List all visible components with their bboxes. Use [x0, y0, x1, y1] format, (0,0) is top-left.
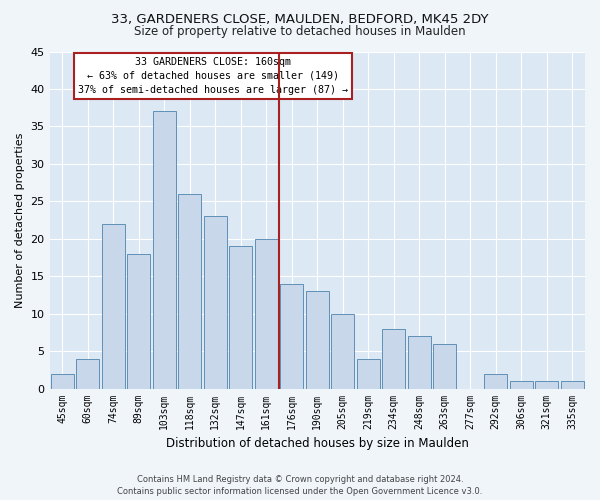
Bar	[204, 216, 227, 388]
Bar	[178, 194, 201, 388]
Bar	[561, 381, 584, 388]
Bar	[357, 358, 380, 388]
Y-axis label: Number of detached properties: Number of detached properties	[15, 132, 25, 308]
Bar	[433, 344, 456, 388]
Bar	[127, 254, 150, 388]
Text: Size of property relative to detached houses in Maulden: Size of property relative to detached ho…	[134, 25, 466, 38]
Bar	[76, 358, 99, 388]
Text: 33 GARDENERS CLOSE: 160sqm
← 63% of detached houses are smaller (149)
37% of sem: 33 GARDENERS CLOSE: 160sqm ← 63% of deta…	[78, 56, 348, 94]
Bar	[331, 314, 354, 388]
Bar	[102, 224, 125, 388]
Bar	[382, 328, 405, 388]
Bar	[229, 246, 252, 388]
Bar	[51, 374, 74, 388]
Bar	[306, 291, 329, 388]
Text: 33, GARDENERS CLOSE, MAULDEN, BEDFORD, MK45 2DY: 33, GARDENERS CLOSE, MAULDEN, BEDFORD, M…	[111, 12, 489, 26]
Bar	[535, 381, 558, 388]
Bar	[510, 381, 533, 388]
Bar	[255, 239, 278, 388]
X-axis label: Distribution of detached houses by size in Maulden: Distribution of detached houses by size …	[166, 437, 469, 450]
Bar	[408, 336, 431, 388]
Text: Contains HM Land Registry data © Crown copyright and database right 2024.
Contai: Contains HM Land Registry data © Crown c…	[118, 475, 482, 496]
Bar	[484, 374, 507, 388]
Bar	[280, 284, 303, 389]
Bar	[153, 112, 176, 388]
